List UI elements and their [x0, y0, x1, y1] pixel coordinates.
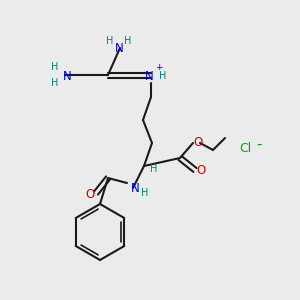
Text: N: N — [145, 70, 153, 83]
Text: O: O — [196, 164, 206, 178]
Text: H: H — [159, 71, 167, 81]
Text: Cl: Cl — [239, 142, 251, 154]
Text: N: N — [115, 43, 123, 56]
Text: O: O — [85, 188, 94, 200]
Text: H: H — [150, 164, 158, 174]
Text: H: H — [106, 36, 114, 46]
Text: H: H — [124, 36, 132, 46]
Text: O: O — [194, 136, 202, 148]
Text: N: N — [63, 70, 71, 83]
Text: H: H — [51, 78, 59, 88]
Text: +: + — [155, 64, 163, 73]
Text: H: H — [141, 188, 149, 198]
Text: -: - — [256, 136, 262, 152]
Text: N: N — [130, 182, 140, 196]
Text: H: H — [51, 62, 59, 72]
